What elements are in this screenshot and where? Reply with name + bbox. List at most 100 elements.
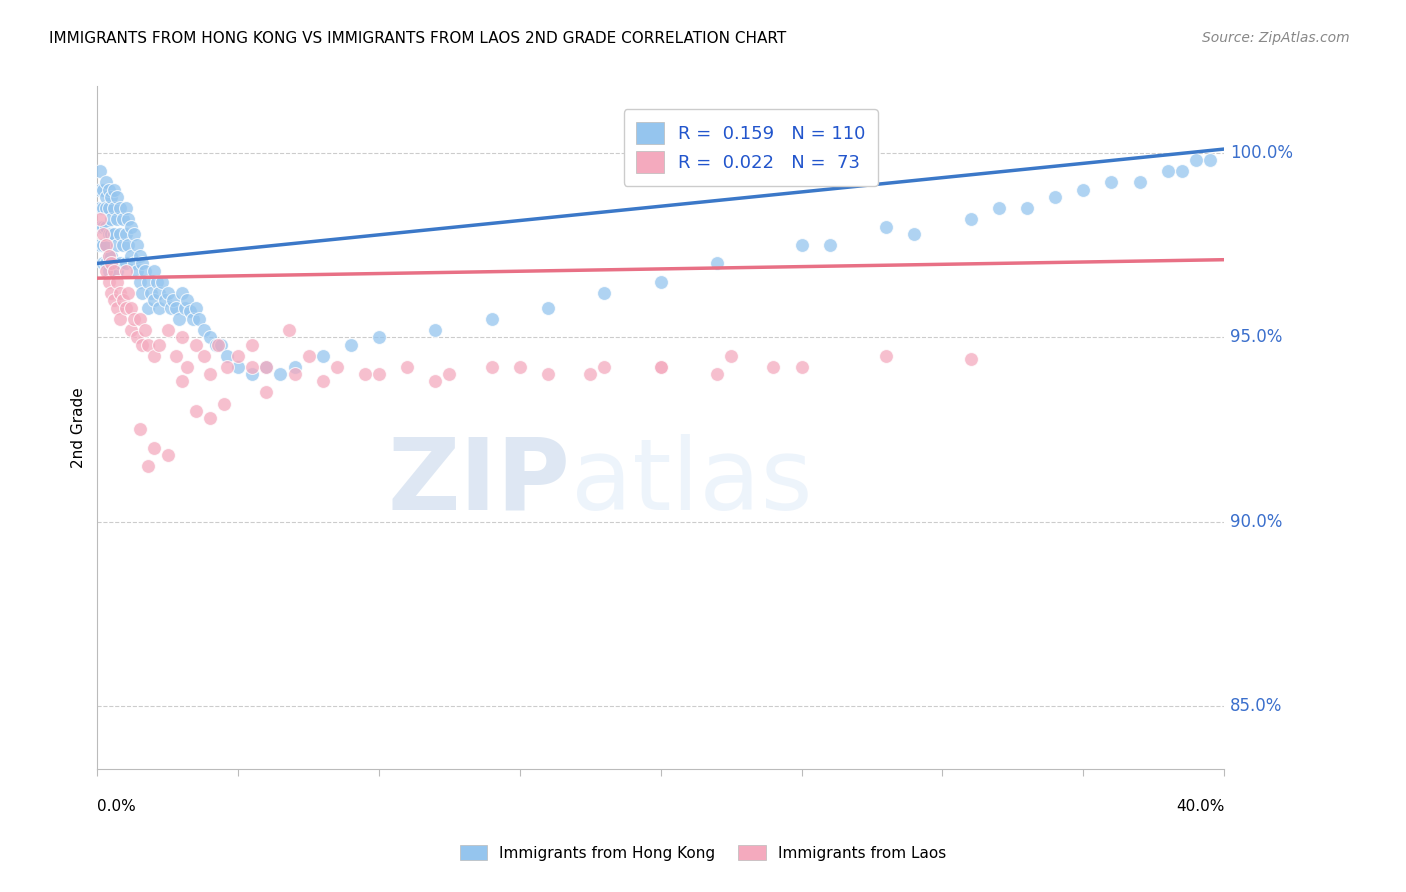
Point [537, 301, 560, 315]
Point [145, 275, 167, 289]
Point [875, 219, 897, 234]
Text: 0.0%: 0.0% [97, 799, 136, 814]
Point [312, 349, 335, 363]
Point [91, 183, 114, 197]
Point [240, 367, 263, 381]
Point [105, 301, 128, 315]
Point [959, 352, 981, 367]
Point [94, 238, 117, 252]
Point [114, 301, 136, 315]
Point [94, 175, 117, 189]
Point [97, 275, 120, 289]
Point [1171, 164, 1194, 178]
Point [298, 349, 321, 363]
Point [108, 227, 131, 241]
Point [94, 219, 117, 234]
Point [142, 264, 165, 278]
Point [100, 190, 122, 204]
Point [108, 285, 131, 300]
Point [254, 385, 277, 400]
Point [150, 275, 173, 289]
Point [103, 256, 125, 270]
Point [148, 337, 170, 351]
Point [142, 349, 165, 363]
Point [354, 367, 377, 381]
Point [790, 238, 813, 252]
Point [207, 337, 229, 351]
Point [91, 219, 114, 234]
Point [425, 323, 447, 337]
Point [650, 359, 672, 374]
Point [156, 323, 179, 337]
Point [111, 238, 134, 252]
Point [105, 212, 128, 227]
Point [159, 301, 181, 315]
Point [103, 264, 125, 278]
Point [97, 249, 120, 263]
Point [162, 293, 184, 308]
Point [117, 212, 139, 227]
Point [114, 264, 136, 278]
Point [959, 212, 981, 227]
Point [91, 238, 114, 252]
Point [215, 359, 238, 374]
Point [136, 459, 159, 474]
Point [148, 301, 170, 315]
Point [89, 183, 111, 197]
Point [122, 256, 145, 270]
Point [170, 330, 193, 344]
Point [131, 337, 153, 351]
Point [1185, 153, 1208, 168]
Point [176, 359, 198, 374]
Y-axis label: 2nd Grade: 2nd Grade [72, 387, 86, 468]
Point [111, 293, 134, 308]
Point [312, 375, 335, 389]
Point [1101, 175, 1123, 189]
Legend: R =  0.159   N = 110, R =  0.022   N =  73: R = 0.159 N = 110, R = 0.022 N = 73 [624, 109, 877, 186]
Point [94, 201, 117, 215]
Point [593, 359, 616, 374]
Point [198, 330, 221, 344]
Point [240, 359, 263, 374]
Point [165, 301, 187, 315]
Point [1015, 201, 1038, 215]
Point [91, 256, 114, 270]
Point [105, 264, 128, 278]
Point [136, 301, 159, 315]
Text: 40.0%: 40.0% [1175, 799, 1225, 814]
Point [593, 285, 616, 300]
Point [128, 311, 150, 326]
Point [125, 330, 148, 344]
Point [1157, 164, 1180, 178]
Point [212, 396, 235, 410]
Point [117, 285, 139, 300]
Point [277, 323, 299, 337]
Point [156, 448, 179, 462]
Point [100, 285, 122, 300]
Point [105, 190, 128, 204]
Point [875, 349, 897, 363]
Point [579, 367, 602, 381]
Point [340, 337, 363, 351]
Point [173, 301, 195, 315]
Point [128, 422, 150, 436]
Text: Source: ZipAtlas.com: Source: ZipAtlas.com [1202, 31, 1350, 45]
Point [537, 367, 560, 381]
Point [91, 201, 114, 215]
Point [156, 285, 179, 300]
Point [269, 367, 291, 381]
Text: 100.0%: 100.0% [1230, 144, 1292, 161]
Point [125, 264, 148, 278]
Point [89, 164, 111, 178]
Point [91, 227, 114, 241]
Point [184, 404, 207, 418]
Point [136, 275, 159, 289]
Point [790, 359, 813, 374]
Text: ZIP: ZIP [388, 434, 571, 531]
Point [105, 275, 128, 289]
Point [184, 301, 207, 315]
Point [122, 311, 145, 326]
Point [1129, 175, 1152, 189]
Point [97, 201, 120, 215]
Point [368, 367, 391, 381]
